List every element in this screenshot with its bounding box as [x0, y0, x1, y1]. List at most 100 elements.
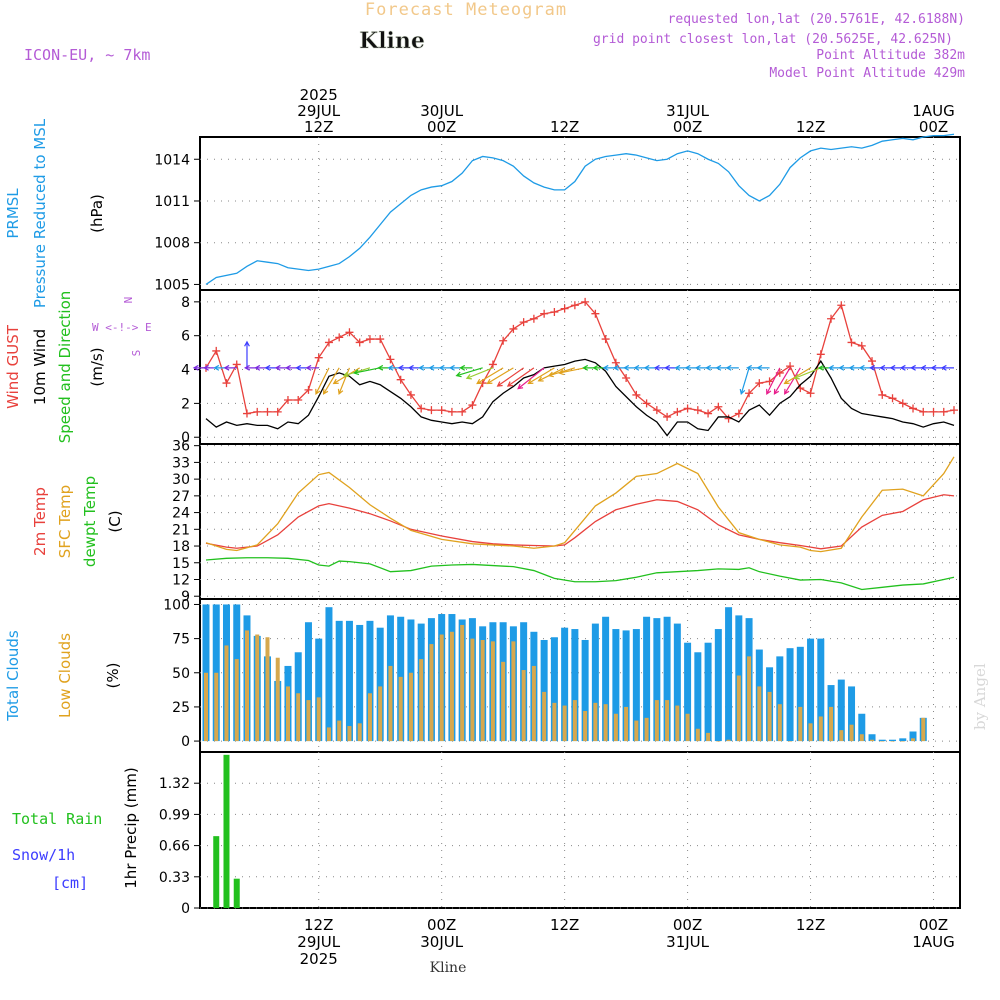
- panel-label: dewpt Temp: [81, 476, 99, 567]
- bar: [583, 711, 588, 742]
- point-altitude: Point Altitude 382m: [816, 48, 965, 63]
- wind-arrow: [547, 367, 576, 378]
- bar: [572, 700, 577, 742]
- series-line: [205, 133, 955, 285]
- time-label: 00Z: [673, 118, 702, 136]
- bar: [673, 623, 681, 742]
- panel-label: (%): [104, 663, 122, 689]
- y-tick-label: 0: [181, 901, 190, 917]
- data-point: [950, 406, 958, 415]
- bar: [521, 670, 526, 742]
- data-point: [560, 304, 569, 313]
- wind-arrow: [342, 367, 371, 378]
- y-tick-label: 24: [172, 506, 190, 522]
- data-point: [447, 407, 456, 416]
- model-altitude: Model Point Altitude 429m: [769, 66, 965, 81]
- time-label: 00Z: [427, 916, 456, 934]
- panel-label: 1hr Precip (mm): [122, 767, 140, 888]
- bar: [540, 639, 548, 742]
- bar: [398, 676, 403, 742]
- bar: [622, 630, 630, 742]
- data-point: [294, 396, 303, 404]
- bar: [581, 639, 589, 742]
- data-point: [673, 407, 682, 416]
- bar: [304, 622, 312, 742]
- data-point: [324, 338, 333, 347]
- y-tick-label: 4: [181, 363, 190, 379]
- panel-label: 2m Temp: [31, 487, 49, 556]
- data-point: [335, 333, 344, 342]
- bar: [725, 607, 733, 742]
- bar: [837, 679, 845, 742]
- bar: [632, 629, 640, 742]
- panel-label: (hPa): [88, 194, 106, 233]
- panel-pressure: 1005 1008 1011 1014 PRMSL Pressure Reduced to…: [4, 118, 961, 308]
- bar: [591, 623, 599, 742]
- time-label: 29JUL: [297, 933, 340, 951]
- data-point: [468, 401, 477, 410]
- bar: [849, 724, 854, 742]
- bar: [325, 607, 333, 742]
- y-tick-label: 18: [172, 539, 190, 555]
- panel-label: PRMSL: [4, 188, 22, 239]
- bar: [480, 639, 485, 742]
- data-point: [663, 412, 672, 421]
- panel-frame: [199, 443, 961, 600]
- bar: [561, 627, 569, 742]
- bar: [644, 717, 649, 742]
- y-tick-label: 0: [181, 430, 190, 446]
- credit-watermark: by Angel: [971, 663, 989, 730]
- y-tick-label: 50: [172, 666, 190, 682]
- bar: [798, 706, 803, 742]
- time-label: 00Z: [427, 118, 456, 136]
- bar: [634, 720, 639, 742]
- series-line: [205, 557, 955, 591]
- data-point: [365, 335, 374, 344]
- bar: [808, 723, 813, 742]
- bar: [376, 627, 384, 742]
- data-point: [693, 406, 702, 415]
- data-point: [212, 346, 221, 355]
- data-point: [816, 350, 825, 359]
- data-point: [857, 341, 866, 350]
- bar: [858, 713, 866, 742]
- y-tick-label: 15: [172, 556, 190, 572]
- y-tick-label: 1.32: [159, 776, 190, 792]
- bar: [776, 656, 784, 742]
- wind-arrow: [766, 367, 781, 395]
- bar: [859, 734, 864, 742]
- bar: [356, 624, 364, 742]
- panel-frame: [199, 136, 961, 291]
- bar: [429, 644, 434, 742]
- y-tick-label: 12: [172, 572, 190, 588]
- y-tick-label: 0: [181, 734, 190, 750]
- data-point: [550, 308, 559, 316]
- wind-arrow: [557, 367, 586, 376]
- bar: [562, 705, 567, 742]
- compass-rose: N W <-!-> E S: [92, 297, 152, 357]
- data-point: [755, 379, 764, 388]
- y-tick-label: 27: [172, 489, 190, 505]
- bar: [868, 734, 876, 742]
- series-line: [205, 494, 955, 550]
- panel-precip: 0 0.33 0.66 0.99 1.32 Total Rain Snow/1h [cm] 1h…: [12, 751, 961, 917]
- data-point: [642, 399, 651, 408]
- bar: [337, 720, 342, 742]
- data-point: [529, 314, 538, 323]
- wind-arrow: [793, 367, 822, 380]
- wind-arrow: [455, 367, 483, 378]
- bar: [663, 616, 671, 742]
- wind-arrow: [496, 367, 524, 387]
- wind-arrow: [459, 364, 473, 371]
- wind-arrow: [476, 367, 504, 385]
- time-label: 12Z: [796, 916, 825, 934]
- bar: [285, 686, 290, 742]
- chart-title: Forecast Meteogram: [365, 0, 567, 20]
- compass-north: N: [122, 297, 135, 304]
- panel-frame: [199, 598, 961, 753]
- data-point: [898, 399, 907, 408]
- data-point: [847, 338, 856, 347]
- panel-frame: [199, 289, 961, 445]
- time-label: 31JUL: [666, 933, 709, 951]
